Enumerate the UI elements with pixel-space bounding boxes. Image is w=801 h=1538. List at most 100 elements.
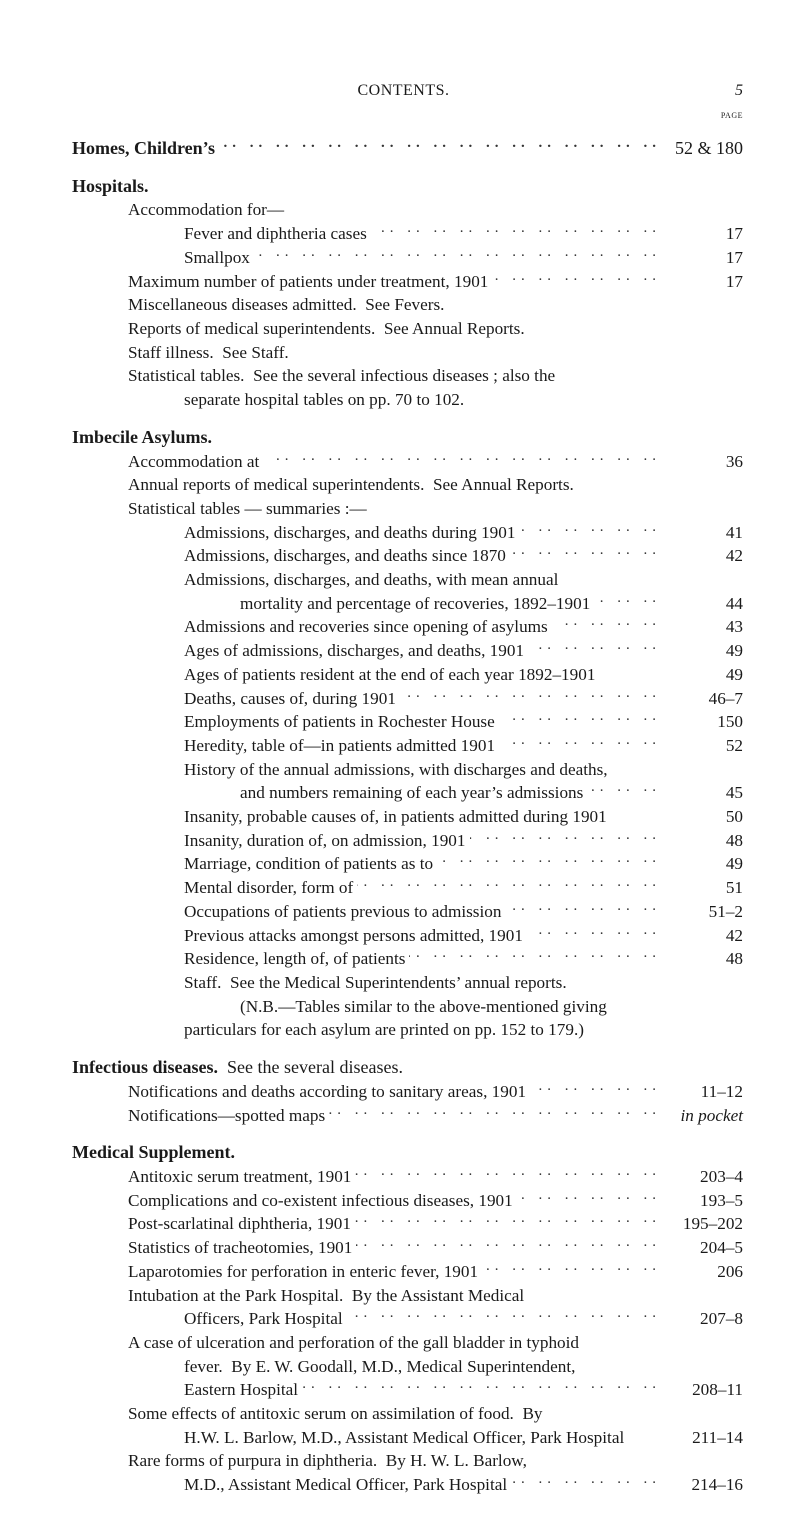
toc-entry-label: Ages of admissions, discharges, and deat… [184,640,524,663]
header-page-number: 5 [735,80,743,101]
toc-entry: Staff. See the Medical Superintendents’ … [72,972,743,995]
section-heading-suffix: See the several diseases. [218,1056,403,1080]
page-ref: 214–16 [665,1474,743,1497]
toc-entry: Maximum number of patients under treatme… [72,271,743,294]
section-heading-label: Medical Supplement. [72,1141,235,1165]
toc-entry: Eastern Hospital 208–11 [72,1379,743,1402]
leader-dots [527,921,661,937]
toc-entry-label: H.W. L. Barlow, M.D., Assistant Medical … [184,1427,624,1450]
toc-entry: H.W. L. Barlow, M.D., Assistant Medical … [72,1427,743,1450]
toc-entry-label: Eastern Hospital [184,1379,298,1402]
page-ref: 204–5 [665,1237,743,1260]
section-heading-label: Homes, Children’s [72,137,215,161]
leader-dots [482,1257,661,1273]
leader-dots [528,636,661,652]
toc-entry-label: Rare forms of purpura in diphtheria. By … [128,1450,527,1473]
leader-dots [552,612,661,628]
leader-dots [611,802,661,818]
toc-entry: separate hospital tables on pp. 70 to 10… [72,389,743,412]
toc-entry-label: Reports of medical superintendents. See … [128,318,525,341]
header-title: CONTENTS. [357,80,449,101]
section-heading: Hospitals. [72,175,743,199]
toc-entry-label: Admissions, discharges, and deaths durin… [184,522,515,545]
page-word: page [72,107,743,123]
page-ref: 44 [665,593,743,616]
toc-entry-label: Mental disorder, form of [184,877,353,900]
toc-entry-label: Maximum number of patients under treatme… [128,271,488,294]
toc-entry-label: Post-scarlatinal diphtheria, 1901 [128,1213,351,1236]
toc-entry-label: Smallpox [184,247,250,270]
toc-entry-label: Admissions, discharges, and deaths, with… [184,569,558,592]
toc-entry-label: particulars for each asylum are printed … [184,1019,584,1042]
page-ref: 49 [665,853,743,876]
toc-entry-label: separate hospital tables on pp. 70 to 10… [184,389,464,412]
toc-entry-label: History of the annual admissions, with d… [184,759,608,782]
leader-dots [594,589,661,605]
leader-dots [470,826,662,842]
page-ref: 206 [665,1261,743,1284]
page-ref: 17 [665,271,743,294]
leader-dots [499,707,661,723]
toc-entry-label: and numbers remaining of each year’s adm… [240,782,583,805]
page-ref: 48 [665,948,743,971]
toc-entry-label: A case of ulceration and perforation of … [128,1332,579,1355]
toc-entry-label: Staff. See the Medical Superintendents’ … [184,972,567,995]
page-ref: in pocket [665,1105,743,1128]
running-header: CONTENTS. 5 [72,80,743,101]
page-ref: 11–12 [665,1081,743,1104]
leader-dots [254,243,661,259]
toc-entry-label: Admissions and recoveries since opening … [184,616,548,639]
toc-entry: Residence, length of, of patients 48 [72,948,743,971]
toc-entry: Notifications—spotted mapsin pocket [72,1105,743,1128]
toc-entry-label: Statistical tables. See the several infe… [128,365,555,388]
leader-dots [499,731,661,747]
leader-dots [355,1209,661,1225]
contents-body: Homes, Children’s52 & 180Hospitals.Accom… [72,137,743,1497]
page-ref: 17 [665,223,743,246]
toc-entry: Heredity, table of—in patients admitted … [72,735,743,758]
page-ref: 52 [665,735,743,758]
toc-entry: Staff illness. See Staff. [72,342,743,365]
toc-entry: Annual reports of medical superintendent… [72,474,743,497]
toc-entry: Statistical tables. See the several infe… [72,365,743,388]
section-heading: Homes, Children’s52 & 180 [72,137,743,161]
leader-dots [505,897,661,913]
toc-entry: Officers, Park Hospital207–8 [72,1308,743,1331]
toc-entry-label: Admissions, discharges, and deaths since… [184,545,506,568]
page: CONTENTS. 5 page Homes, Children’s52 & 1… [0,0,801,1538]
leader-dots [530,1077,661,1093]
leader-dots [492,267,661,283]
page-ref: 45 [665,782,743,805]
leader-dots [329,1101,661,1117]
page-ref: 50 [665,806,743,829]
leader-dots [510,541,661,557]
page-ref: 36 [665,451,743,474]
leader-dots [587,778,661,794]
leader-dots [519,518,661,534]
section-heading-label: Hospitals. [72,175,149,199]
page-ref: 203–4 [665,1166,743,1189]
page-ref: 17 [665,247,743,270]
toc-entry-label: Statistical tables — summaries :— [128,498,367,521]
toc-entry-label: Antitoxic serum treatment, 1901 [128,1166,351,1189]
page-ref: 42 [665,545,743,568]
toc-entry-label: Statistics of tracheotomies, 1901 [128,1237,352,1260]
toc-entry-label: Miscellaneous diseases admitted. See Fev… [128,294,444,317]
toc-entry-label: Laparotomies for perforation in enteric … [128,1261,478,1284]
toc-entry-label: M.D., Assistant Medical Officer, Park Ho… [184,1474,507,1497]
leader-dots [355,1162,661,1178]
page-ref: 208–11 [665,1379,743,1402]
toc-entry-label: Occupations of patients previous to admi… [184,901,501,924]
section-heading-label: Imbecile Asylums. [72,426,212,450]
leader-dots [357,873,661,889]
page-ref: 46–7 [665,688,743,711]
toc-entry: A case of ulceration and perforation of … [72,1332,743,1355]
page-ref: 195–202 [665,1213,743,1236]
page-ref: 193–5 [665,1190,743,1213]
toc-entry-label: Residence, length of, of patients [184,948,405,971]
toc-entry-label: Deaths, causes of, during 1901 [184,688,396,711]
toc-entry-label: Staff illness. See Staff. [128,342,289,365]
toc-entry-label: Employments of patients in Rochester Hou… [184,711,495,734]
leader-dots [219,134,661,150]
toc-entry-label: mortality and percentage of recoveries, … [240,593,590,616]
